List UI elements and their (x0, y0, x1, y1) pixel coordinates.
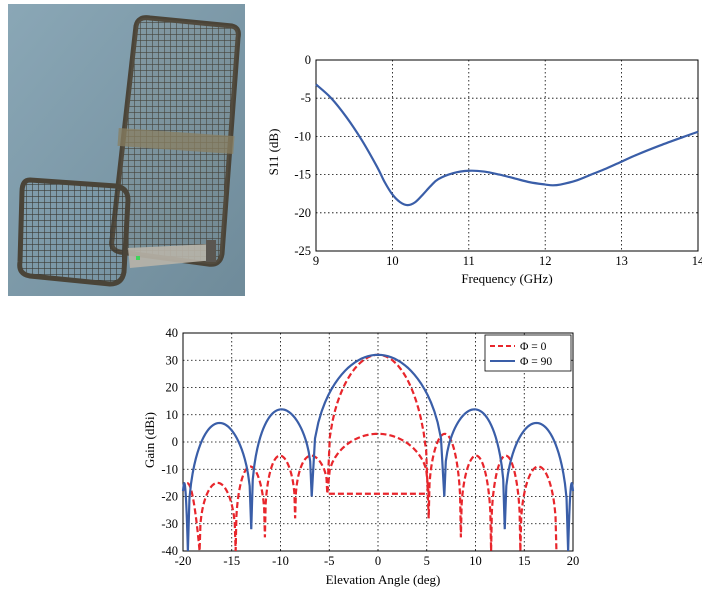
legend-label-phi0: Φ = 0 (520, 341, 547, 353)
y-tick-label: -20 (294, 206, 311, 220)
legend-box (484, 334, 572, 372)
gain-line-phi90 (181, 353, 575, 552)
x-tick-label: 5 (424, 554, 430, 568)
y-tick-label: 20 (166, 381, 179, 395)
x-tick-label: -5 (324, 554, 334, 568)
y-tick-label: -40 (161, 544, 178, 558)
s11-x-axis-label: Frequency (GHz) (461, 271, 552, 286)
x-tick-label: 11 (463, 254, 475, 268)
y-tick-label: -25 (294, 244, 311, 258)
feed-led (136, 256, 140, 260)
gain-x-axis-label: Elevation Angle (deg) (326, 572, 441, 587)
x-tick-label: 10 (386, 254, 399, 268)
x-tick-label: 13 (615, 254, 628, 268)
gain-series (181, 353, 575, 552)
y-tick-label: 10 (166, 408, 179, 422)
x-tick-label: 0 (375, 554, 381, 568)
y-tick-label: -15 (294, 168, 311, 182)
gain-legend: Φ = 0 Φ = 90 (484, 334, 572, 372)
y-tick-label: -20 (161, 490, 178, 504)
support-bar (117, 127, 235, 155)
y-tick-label: 30 (166, 353, 179, 367)
gain-y-axis-label: Gain (dBi) (142, 412, 157, 468)
s11-series (315, 83, 699, 207)
y-tick-label: -30 (161, 517, 178, 531)
y-tick-label: 0 (305, 53, 311, 67)
s11-plot-area (315, 59, 699, 252)
gain-chart: -20 -15 -10 -5 0 5 10 15 20 40 30 20 10 0 -10 -20 -30 -4… (142, 326, 579, 587)
x-tick-label: 12 (539, 254, 552, 268)
s11-x-ticks: 9 10 11 12 13 14 (313, 254, 702, 268)
y-tick-label: 40 (166, 326, 179, 340)
gain-plot: -20 -15 -10 -5 0 5 10 15 20 40 30 20 10 0 -10 -20 -30 -4… (161, 326, 579, 568)
gain-y-ticks: 40 30 20 10 0 -10 -20 -30 -40 (161, 326, 178, 558)
x-tick-label: -15 (223, 554, 240, 568)
antenna-photo (8, 4, 245, 296)
x-tick-label: 9 (313, 254, 319, 268)
feed-mount (206, 240, 216, 262)
y-tick-label: -10 (161, 462, 178, 476)
x-tick-label: 20 (567, 554, 580, 568)
x-tick-label: 14 (692, 254, 702, 268)
y-tick-label: 0 (172, 435, 178, 449)
y-tick-label: -5 (301, 91, 311, 105)
legend-label-phi90: Φ = 90 (520, 356, 552, 368)
x-tick-label: -10 (272, 554, 289, 568)
s11-y-ticks: 0 -5 -10 -15 -20 -25 (294, 53, 311, 258)
x-tick-label: -20 (175, 554, 192, 568)
s11-grid (316, 60, 698, 251)
sub-reflector (17, 177, 131, 287)
x-tick-label: 10 (469, 554, 482, 568)
s11-chart: 9 10 11 12 13 14 0 -5 -10 -15 -20 -25 Frequency (G… (266, 53, 702, 286)
gain-x-ticks: -20 -15 -10 -5 0 5 10 15 20 (175, 554, 580, 568)
s11-line (315, 83, 699, 207)
y-tick-label: -10 (294, 129, 311, 143)
gain-line-phi0 (181, 353, 558, 552)
s11-plot: 9 10 11 12 13 14 0 -5 -10 -15 -20 -25 (294, 53, 702, 268)
feed-arm (128, 244, 214, 268)
x-tick-label: 15 (518, 554, 531, 568)
s11-y-axis-label: S11 (dB) (266, 129, 281, 176)
